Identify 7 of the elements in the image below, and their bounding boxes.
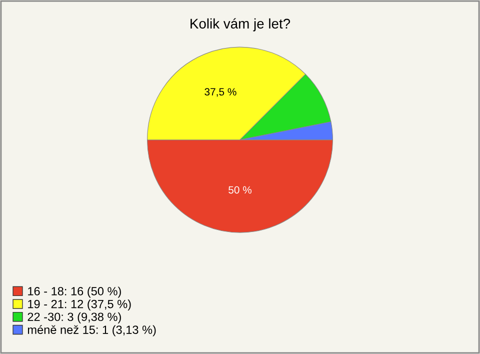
legend-label: 16 - 18: 16 (50 %) [28, 286, 121, 298]
legend-label: 22 -30: 3 (9,38 %) [28, 312, 121, 324]
data-label: 50 % [228, 186, 252, 194]
chart-title: Kolik vám je let? [190, 18, 290, 32]
data-label: 37,5 % [204, 88, 236, 97]
legend-label: 19 - 21: 12 (37,5 %) [28, 300, 131, 311]
legend-label: méně než 15: 1 (3,13 %) [28, 325, 156, 336]
